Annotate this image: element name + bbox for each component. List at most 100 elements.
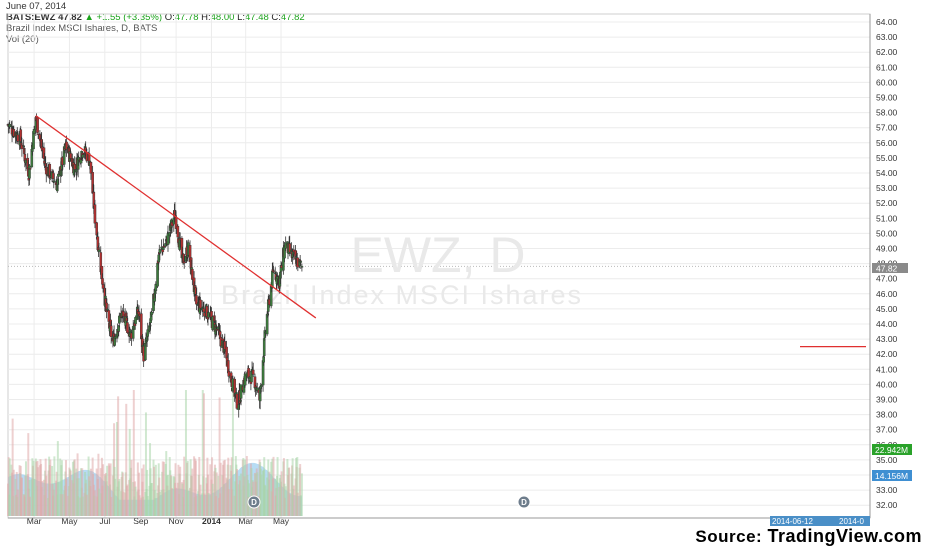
candle-body bbox=[251, 369, 255, 375]
candle-body bbox=[36, 117, 39, 133]
volume-bar bbox=[24, 461, 27, 516]
volume-bar bbox=[95, 468, 98, 516]
candle-body bbox=[262, 356, 265, 363]
volume-bar bbox=[15, 471, 18, 516]
close-value: 47.82 bbox=[280, 12, 305, 23]
y-tick-label: 35.00 bbox=[876, 455, 898, 465]
candle-body bbox=[8, 124, 12, 128]
high-label: H: bbox=[201, 12, 211, 23]
candle-body bbox=[266, 313, 270, 316]
volume-bar bbox=[202, 393, 205, 516]
dividend-marker-label: D bbox=[251, 498, 257, 507]
volume-bar bbox=[20, 477, 23, 516]
volume-bar bbox=[231, 390, 234, 516]
volume-bar bbox=[77, 478, 80, 516]
y-tick-label: 45.00 bbox=[876, 304, 898, 314]
candle-body bbox=[255, 387, 259, 391]
candle-body bbox=[73, 164, 76, 170]
volume-bar bbox=[115, 421, 118, 516]
y-tick-label: 44.00 bbox=[876, 319, 898, 329]
candle-body bbox=[51, 171, 54, 173]
candle-body bbox=[101, 284, 105, 289]
candle-body bbox=[154, 284, 158, 291]
y-tick-label: 56.00 bbox=[876, 138, 898, 148]
price-badge-bg bbox=[872, 263, 908, 273]
candle-body bbox=[168, 232, 172, 236]
y-tick-label: 42.00 bbox=[876, 349, 898, 359]
volume-bar bbox=[299, 495, 302, 516]
volume-bar bbox=[184, 390, 187, 516]
y-tick-label: 54.00 bbox=[876, 168, 898, 178]
volume-bar bbox=[138, 472, 141, 516]
candle-body bbox=[122, 311, 125, 317]
price-badge: 47.82 bbox=[876, 264, 898, 274]
volume-bar bbox=[218, 397, 221, 516]
volume-badge: 14.156M bbox=[875, 471, 908, 481]
volume-bar bbox=[45, 475, 48, 516]
candle-body bbox=[95, 222, 98, 236]
y-tick-label: 63.00 bbox=[876, 32, 898, 42]
volume-bar bbox=[207, 492, 210, 516]
volume-bar bbox=[214, 467, 217, 516]
volume-bar bbox=[7, 457, 10, 516]
volume-bar bbox=[106, 465, 109, 516]
volume-bar bbox=[203, 493, 206, 516]
candle-body bbox=[125, 317, 129, 322]
y-tick-label: 52.00 bbox=[876, 198, 898, 208]
watermark-name: Brazil Index MSCI Ishares bbox=[221, 280, 583, 310]
volume-bar bbox=[288, 467, 291, 516]
volume-bar bbox=[162, 461, 165, 516]
volume-bar bbox=[81, 496, 84, 516]
candle-body bbox=[81, 154, 85, 158]
candle-body bbox=[75, 169, 78, 173]
volume-bar bbox=[110, 496, 113, 516]
volume-label: Vol (20) bbox=[6, 34, 39, 45]
candle-body bbox=[22, 148, 26, 154]
volume-bar bbox=[198, 456, 201, 516]
volume-bar bbox=[244, 459, 247, 516]
volume-bar bbox=[136, 462, 139, 516]
volume-bar bbox=[227, 457, 230, 516]
dividend-marker[interactable]: D bbox=[517, 495, 531, 509]
candle-body bbox=[97, 249, 101, 252]
header-date: June 07, 2014 bbox=[6, 1, 67, 12]
volume-bar bbox=[33, 478, 36, 516]
x-tick-label: Sep bbox=[133, 516, 148, 526]
volume-bar bbox=[235, 469, 238, 516]
candle-body bbox=[107, 310, 111, 322]
volume-bar bbox=[179, 466, 182, 516]
candle-body bbox=[300, 266, 304, 268]
volume-bar bbox=[99, 468, 102, 516]
volume-bar bbox=[11, 418, 14, 516]
candle-body bbox=[148, 324, 152, 327]
high-value: 48.00 bbox=[210, 12, 235, 23]
candle-body bbox=[150, 311, 154, 315]
trendline bbox=[35, 115, 317, 319]
volume-bar bbox=[177, 464, 180, 516]
candle-body bbox=[213, 315, 216, 322]
candle-body bbox=[176, 226, 180, 238]
volume-bar bbox=[93, 490, 96, 516]
dividend-marker[interactable]: D bbox=[247, 495, 261, 509]
tradingview-brand: TradingView.com bbox=[767, 526, 922, 546]
candle-body bbox=[260, 384, 263, 387]
y-tick-label: 64.00 bbox=[876, 17, 898, 27]
badges: 47.82 22.942M 14.156M 2014-06-12 2014-0 … bbox=[247, 263, 912, 526]
candle-body bbox=[279, 271, 282, 279]
candle-body bbox=[48, 164, 52, 178]
candle-body bbox=[153, 293, 156, 302]
y-tick-label: 53.00 bbox=[876, 183, 898, 193]
candle-body bbox=[105, 309, 109, 311]
volume-bar bbox=[114, 478, 117, 516]
price-change: +1.55 (+3.35%) bbox=[96, 12, 163, 23]
y-tick-label: 40.00 bbox=[876, 379, 898, 389]
volume-bar bbox=[8, 458, 11, 516]
candle-body bbox=[166, 233, 170, 245]
candle-body bbox=[214, 325, 218, 328]
volume-bar bbox=[187, 490, 190, 516]
volume-bar bbox=[16, 489, 19, 516]
volume-bar bbox=[55, 471, 58, 516]
candle-body bbox=[42, 147, 46, 159]
volume-bar bbox=[138, 495, 141, 516]
